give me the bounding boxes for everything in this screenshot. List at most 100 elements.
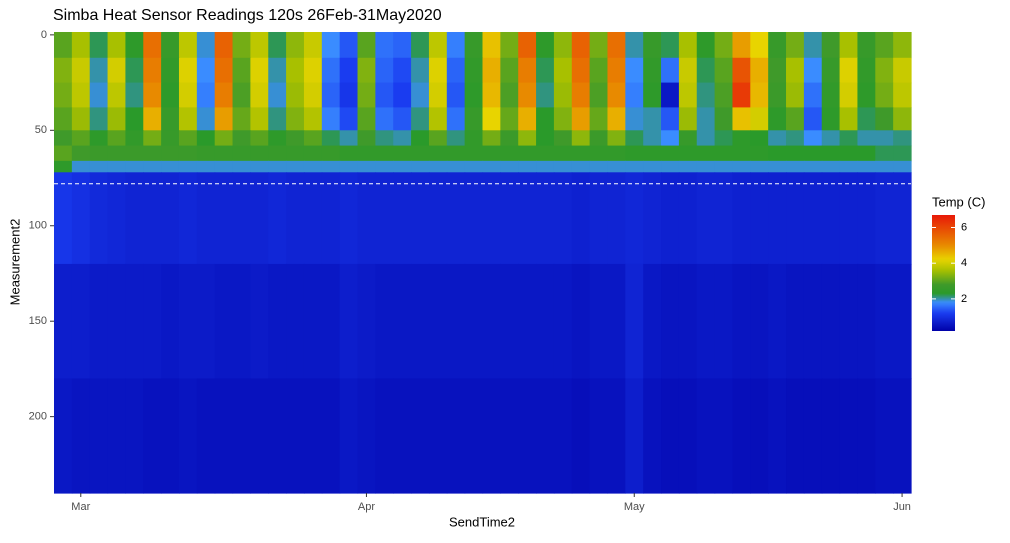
heat-cell: [875, 160, 894, 173]
heat-cell: [446, 57, 466, 84]
heat-cell: [553, 130, 573, 147]
heat-cell: [339, 263, 359, 380]
heat-cell: [393, 172, 412, 265]
heat-cell: [643, 145, 662, 162]
heat-cell: [607, 57, 626, 84]
heat-cell: [839, 172, 859, 265]
heat-cell: [196, 160, 216, 173]
heat-cell: [143, 160, 162, 173]
heat-cell: [714, 145, 734, 162]
heat-cell: [875, 145, 894, 162]
heat-cell: [107, 145, 127, 162]
heat-cell: [357, 107, 376, 131]
x-tick-label: May: [624, 501, 645, 513]
heat-cell: [161, 378, 180, 494]
heat-cell: [732, 130, 751, 147]
heat-cell: [678, 32, 698, 59]
heat-cell: [321, 145, 341, 162]
heat-cell: [143, 130, 162, 147]
heat-cell: [589, 378, 609, 494]
heat-cell: [589, 32, 609, 59]
heat-cell: [536, 145, 555, 162]
heat-cell: [589, 57, 609, 84]
heat-cell: [446, 130, 466, 147]
heat-cell: [303, 160, 323, 173]
heat-cell: [768, 130, 787, 147]
heat-cell: [518, 378, 537, 494]
heat-cell: [857, 145, 876, 162]
heat-cell: [893, 107, 912, 131]
heat-cell: [214, 378, 234, 494]
heat-cell: [857, 172, 876, 265]
heat-cell: [768, 107, 787, 131]
heat-cell: [464, 160, 484, 173]
heat-cell: [518, 172, 537, 265]
heat-cell: [464, 145, 484, 162]
heat-cell: [268, 32, 287, 59]
heat-cell: [750, 57, 769, 84]
heat-cell: [196, 32, 216, 59]
heat-cell: [268, 160, 287, 173]
heat-cell: [589, 82, 609, 109]
heat-cell: [89, 82, 109, 109]
heat-cell: [250, 378, 269, 494]
heat-cell: [696, 263, 716, 380]
heat-cell: [357, 57, 376, 84]
heat-cell: [500, 263, 519, 380]
heat-cell: [661, 378, 680, 494]
heat-cell: [571, 130, 591, 147]
heat-cell: [875, 82, 894, 109]
heat-cell: [357, 378, 376, 494]
heat-cell: [803, 130, 823, 147]
heat-cell: [196, 145, 216, 162]
heat-cell: [714, 82, 734, 109]
heat-cell: [196, 57, 216, 84]
heat-cell: [303, 107, 323, 131]
heat-cell: [178, 172, 198, 265]
heat-cell: [768, 57, 787, 84]
heat-cell: [214, 172, 234, 265]
heat-cell: [768, 145, 787, 162]
y-tick-label: 0: [41, 29, 47, 41]
heat-cell: [732, 263, 751, 380]
heat-cell: [786, 378, 805, 494]
heat-cell: [500, 378, 519, 494]
heat-cell: [464, 263, 484, 380]
heat-cell: [571, 82, 591, 109]
heat-cell: [71, 32, 91, 59]
heat-cell: [643, 263, 662, 380]
heat-cell: [518, 145, 537, 162]
heat-cell: [839, 82, 859, 109]
heat-cell: [661, 82, 680, 109]
heat-cell: [286, 145, 305, 162]
heat-cell: [607, 145, 626, 162]
y-tick-label: 100: [29, 220, 47, 232]
heat-cell: [893, 263, 912, 380]
heat-cell: [750, 145, 769, 162]
heat-cell: [500, 145, 519, 162]
heat-cell: [625, 32, 644, 59]
colorbar-tick-label: 6: [961, 221, 967, 233]
heat-cell: [428, 145, 448, 162]
heat-cell: [553, 57, 573, 84]
heat-cell: [268, 172, 287, 265]
heat-cell: [625, 82, 644, 109]
heat-cell: [375, 82, 394, 109]
heat-cell: [303, 263, 323, 380]
heat-cell: [643, 378, 662, 494]
heat-cell: [786, 130, 805, 147]
heat-cell: [339, 32, 359, 59]
heat-cell: [803, 32, 823, 59]
heat-cell: [607, 130, 626, 147]
heat-cell: [875, 57, 894, 84]
heat-cell: [625, 57, 644, 84]
heat-cell: [518, 263, 537, 380]
heat-cell: [303, 172, 323, 265]
heat-cell: [161, 107, 180, 131]
heat-cell: [786, 57, 805, 84]
y-tick-label: 50: [35, 124, 47, 136]
heat-cell: [54, 130, 73, 147]
heat-cell: [250, 32, 269, 59]
heat-cell: [107, 263, 127, 380]
heat-cell: [714, 160, 734, 173]
